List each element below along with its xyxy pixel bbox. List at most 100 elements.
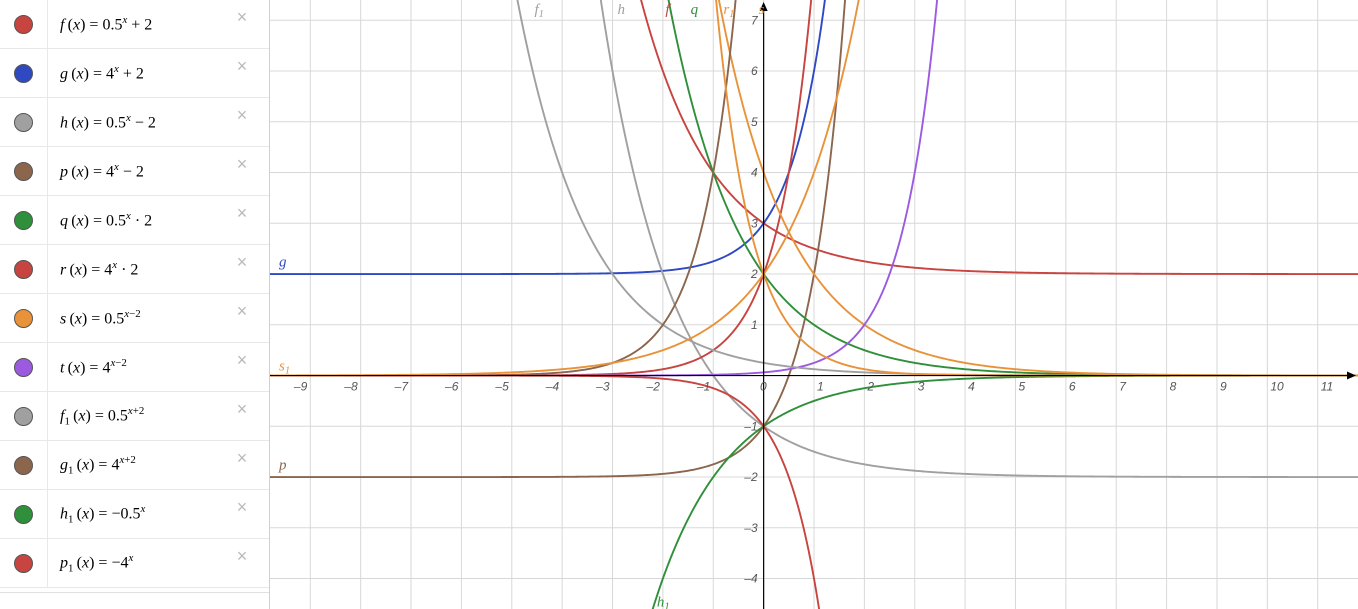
delete-button[interactable]: × xyxy=(231,496,253,518)
x-tick-label: 10 xyxy=(1270,380,1284,394)
curve-g xyxy=(270,0,845,274)
expression-text: p (x) = 4x − 2 xyxy=(60,161,144,181)
color-toggle[interactable] xyxy=(0,539,48,587)
delete-button[interactable]: × xyxy=(231,545,253,567)
expression-text: t (x) = 4x−2 xyxy=(60,357,127,377)
color-dot-icon xyxy=(14,64,33,83)
function-row[interactable]: f (x) = 0.5x + 2 × xyxy=(0,0,269,49)
y-tick-label: 4 xyxy=(751,166,758,180)
delete-button[interactable]: × xyxy=(231,251,253,273)
delete-button[interactable]: × xyxy=(231,202,253,224)
color-toggle[interactable] xyxy=(0,147,48,195)
color-dot-icon xyxy=(14,554,33,573)
y-tick-label: 1 xyxy=(751,318,758,332)
function-list[interactable]: f (x) = 0.5x + 2×g (x) = 4x + 2×h (x) = … xyxy=(0,0,269,592)
function-row[interactable]: t (x) = 4x−2 × xyxy=(0,343,269,392)
curve-h1 xyxy=(609,376,1358,609)
y-tick-label: –2 xyxy=(743,470,758,484)
grid xyxy=(270,0,1358,609)
color-toggle[interactable] xyxy=(0,392,48,440)
color-dot-icon xyxy=(14,260,33,279)
x-tick-label: –9 xyxy=(293,380,308,394)
color-toggle[interactable] xyxy=(0,98,48,146)
x-tick-label: –4 xyxy=(545,380,560,394)
color-toggle[interactable] xyxy=(0,294,48,342)
function-row[interactable]: g (x) = 4x + 2× xyxy=(0,49,269,98)
function-row[interactable]: s (x) = 0.5x−2 × xyxy=(0,294,269,343)
x-tick-label: –1 xyxy=(696,380,710,394)
graph-area[interactable]: –9–8–7–6–5–4–3–2–101234567891011–4–3–2–1… xyxy=(270,0,1358,609)
x-tick-label: –2 xyxy=(646,380,661,394)
function-row[interactable]: p (x) = 4x − 2 × xyxy=(0,147,269,196)
x-axis-arrow-icon xyxy=(1347,372,1356,380)
color-toggle[interactable] xyxy=(0,441,48,489)
color-dot-icon xyxy=(14,358,33,377)
y-tick-label: –1 xyxy=(743,419,757,433)
x-tick-label: –7 xyxy=(394,380,410,394)
curve-label-h1: h1 xyxy=(657,594,670,609)
x-tick-label: 8 xyxy=(1170,380,1177,394)
curve-labels: f1hfqr1sgs1ph1 xyxy=(278,2,765,609)
function-row[interactable]: q (x) = 0.5x · 2× xyxy=(0,196,269,245)
color-toggle[interactable] xyxy=(0,343,48,391)
x-tick-label: –5 xyxy=(494,380,509,394)
tick-labels: –9–8–7–6–5–4–3–2–101234567891011–4–3–2–1… xyxy=(293,13,1333,585)
sidebar-horizontal-scrollbar[interactable] xyxy=(0,592,269,609)
delete-button[interactable]: × xyxy=(231,55,253,77)
expression-text: s (x) = 0.5x−2 xyxy=(60,308,141,328)
color-toggle[interactable] xyxy=(0,196,48,244)
y-tick-label: –3 xyxy=(743,521,758,535)
color-toggle[interactable] xyxy=(0,490,48,538)
x-tick-label: –8 xyxy=(343,380,358,394)
function-row[interactable]: h1 (x) = −0.5x × xyxy=(0,490,269,539)
color-dot-icon xyxy=(14,456,33,475)
x-tick-label: 3 xyxy=(918,380,925,394)
expression-text: h (x) = 0.5x − 2 xyxy=(60,112,156,132)
delete-button[interactable]: × xyxy=(231,447,253,469)
x-tick-label: 6 xyxy=(1069,380,1076,394)
y-tick-label: –4 xyxy=(743,572,758,586)
delete-button[interactable]: × xyxy=(231,398,253,420)
expression-text: g1 (x) = 4x+2 xyxy=(60,454,136,477)
delete-button[interactable]: × xyxy=(231,6,253,28)
close-icon: × xyxy=(237,301,248,322)
color-dot-icon xyxy=(14,211,33,230)
curve-f xyxy=(602,0,1358,274)
function-row[interactable]: g1 (x) = 4x+2 × xyxy=(0,441,269,490)
curve-h xyxy=(576,0,1358,477)
function-row[interactable]: f1 (x) = 0.5x+2 × xyxy=(0,392,269,441)
color-dot-icon xyxy=(14,407,33,426)
x-tick-label: 11 xyxy=(1321,380,1333,394)
curve-s1 xyxy=(702,0,1358,376)
color-toggle[interactable] xyxy=(0,49,48,97)
color-toggle[interactable] xyxy=(0,0,48,48)
expression-text: f1 (x) = 0.5x+2 xyxy=(60,405,144,428)
curve-s xyxy=(689,0,1358,375)
x-tick-label: –6 xyxy=(444,380,459,394)
color-dot-icon xyxy=(14,15,33,34)
delete-button[interactable]: × xyxy=(231,300,253,322)
x-tick-label: 2 xyxy=(866,380,874,394)
curve-label-s1: s1 xyxy=(279,358,290,376)
delete-button[interactable]: × xyxy=(231,349,253,371)
close-icon: × xyxy=(237,7,248,28)
function-row[interactable]: h (x) = 0.5x − 2 × xyxy=(0,98,269,147)
graph-canvas: –9–8–7–6–5–4–3–2–101234567891011–4–3–2–1… xyxy=(270,0,1358,609)
x-tick-label: 5 xyxy=(1018,380,1025,394)
curve-q xyxy=(638,0,1358,376)
curve-label-q: q xyxy=(691,2,699,18)
color-toggle[interactable] xyxy=(0,245,48,293)
curve-t xyxy=(270,0,954,376)
expression-text: f (x) = 0.5x + 2 xyxy=(60,14,152,34)
y-tick-label: 3 xyxy=(751,216,758,230)
curve-label-g: g xyxy=(279,254,287,270)
curve-label-s: s xyxy=(759,2,765,18)
close-icon: × xyxy=(237,154,248,175)
expression-text: h1 (x) = −0.5x xyxy=(60,503,145,526)
function-row[interactable]: p1 (x) = −4x× xyxy=(0,539,269,588)
delete-button[interactable]: × xyxy=(231,104,253,126)
function-row[interactable]: r (x) = 4x · 2× xyxy=(0,245,269,294)
delete-button[interactable]: × xyxy=(231,153,253,175)
close-icon: × xyxy=(237,203,248,224)
curve-p xyxy=(270,0,859,477)
